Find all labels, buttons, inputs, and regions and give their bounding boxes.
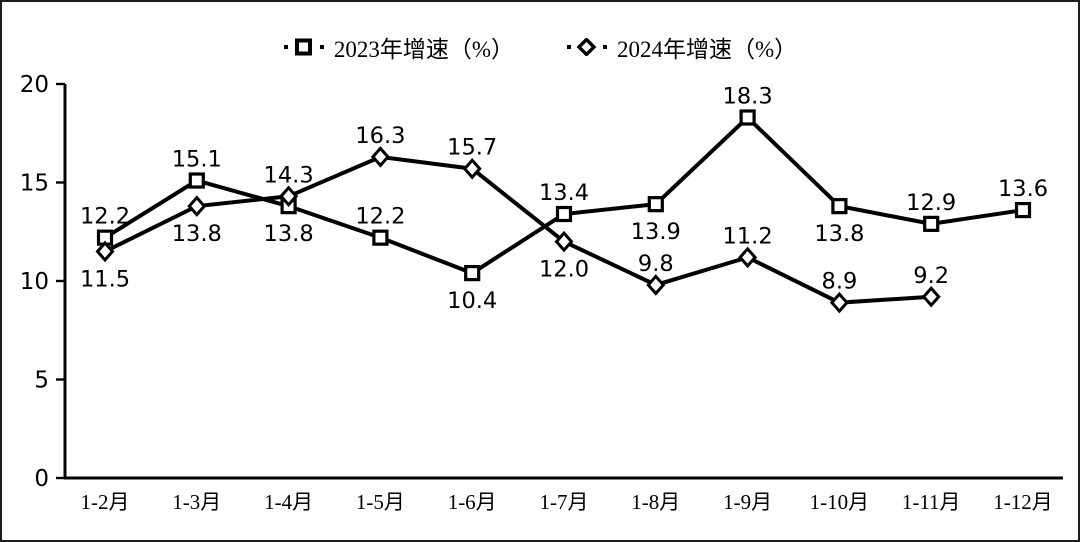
diamond-marker [554,230,574,253]
x-axis-label: 1-10月 [810,490,870,514]
square-marker [923,215,940,232]
legend-item-2024: 2024年增速（%） [566,30,797,64]
diamond-marker [738,246,758,269]
y-tick-label: 5 [34,368,49,394]
data-label: 12.0 [539,257,589,283]
data-label: 10.4 [447,288,497,314]
square-marker [555,205,573,223]
diamond-marker-icon [567,38,607,56]
data-label: 16.3 [355,123,405,149]
data-label: 13.6 [998,176,1048,202]
square-marker [739,109,756,126]
legend-item-2023: 2023年增速（%） [283,30,514,64]
chart-legend: 2023年增速（%） 2024年增速（%） [2,30,1078,64]
data-label: 12.2 [80,204,130,230]
x-axis-label: 1-11月 [902,490,961,514]
diamond-marker [462,157,482,180]
square-marker [464,265,481,282]
diamond-marker [370,146,390,168]
data-label: 13.8 [814,221,864,247]
x-axis-label: 1-12月 [993,490,1053,514]
square-marker [188,172,205,189]
diamond-marker [187,195,207,217]
legend-label-2023: 2023年增速（%） [333,37,514,62]
x-axis-label: 1-2月 [81,490,130,514]
square-marker [372,229,389,246]
data-label: 18.3 [723,83,773,109]
y-tick-label: 20 [20,72,49,98]
data-label: 14.3 [264,162,314,188]
legend-label-2024: 2024年增速（%） [617,37,798,62]
data-label: 11.2 [723,223,773,249]
diamond-marker [646,274,666,296]
x-axis-label: 1-3月 [172,490,221,514]
square-marker [647,196,664,213]
series-line-1 [104,154,932,305]
x-axis-label: 1-5月 [356,490,405,514]
data-label: 9.2 [913,263,949,289]
data-label: 13.4 [539,180,589,206]
x-axis-label: 1-4月 [264,490,313,514]
x-axis-label: 1-6月 [448,490,497,514]
data-label: 11.5 [80,266,130,292]
diamond-marker [921,285,941,308]
data-label: 15.7 [447,135,497,161]
data-label: 12.9 [906,190,956,216]
x-axis-label: 1-8月 [631,490,680,514]
data-label: 13.8 [264,221,314,247]
data-label: 13.8 [172,221,222,247]
data-label: 12.2 [355,204,405,230]
diamond-marker [829,291,849,314]
y-tick-label: 15 [20,171,49,197]
square-marker-icon [283,38,324,56]
data-label: 13.9 [631,219,681,245]
y-tick-label: 10 [20,269,49,295]
data-label: 9.8 [638,251,674,277]
data-label: 15.1 [172,147,222,173]
square-marker [1014,201,1032,219]
diamond-marker [279,185,299,208]
y-tick-label: 0 [34,466,49,492]
data-label: 8.9 [822,269,858,295]
diamond-marker [95,240,115,263]
square-marker [831,198,848,215]
x-axis-label: 1-9月 [723,490,772,514]
x-axis-label: 1-7月 [540,490,589,514]
